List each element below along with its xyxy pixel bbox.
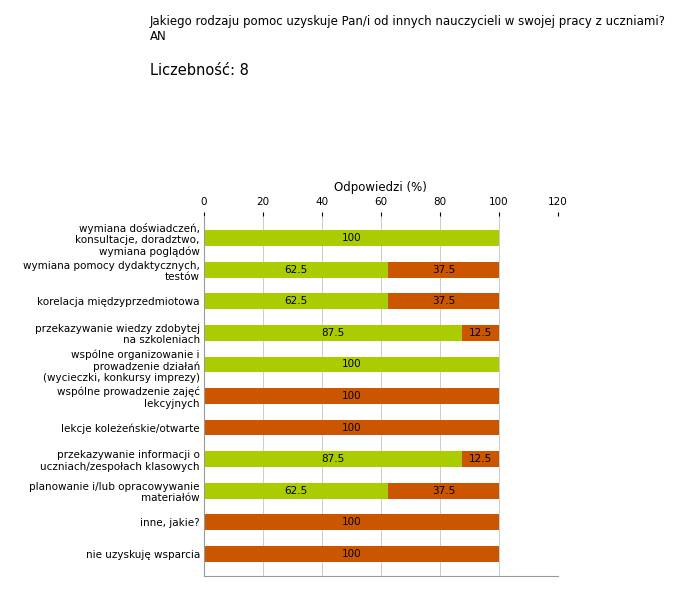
Text: 37.5: 37.5 [432, 265, 455, 275]
Bar [462, 451, 498, 467]
Bar [462, 325, 498, 341]
Bar [204, 356, 498, 373]
Text: 62.5: 62.5 [284, 265, 308, 275]
Text: 62.5: 62.5 [284, 486, 308, 496]
Bar [204, 483, 388, 499]
Text: 100: 100 [341, 517, 361, 527]
Text: 100: 100 [341, 391, 361, 401]
Text: 100: 100 [341, 549, 361, 559]
Text: 100: 100 [341, 359, 361, 370]
Bar [388, 262, 498, 278]
Bar [388, 293, 498, 309]
Bar [204, 262, 388, 278]
Text: Liczebność: 8: Liczebność: 8 [150, 63, 248, 78]
Bar [204, 546, 498, 562]
Bar [388, 483, 498, 499]
Text: 37.5: 37.5 [432, 486, 455, 496]
Text: 87.5: 87.5 [321, 454, 345, 464]
Text: 37.5: 37.5 [432, 296, 455, 306]
Text: 100: 100 [341, 422, 361, 433]
Text: 100: 100 [341, 233, 361, 243]
Bar [204, 451, 462, 467]
Text: 62.5: 62.5 [284, 296, 308, 306]
Bar [204, 514, 498, 530]
Bar [204, 388, 498, 404]
Text: 12.5: 12.5 [469, 454, 492, 464]
Text: 12.5: 12.5 [469, 328, 492, 338]
Bar [204, 325, 462, 341]
Text: 87.5: 87.5 [321, 328, 345, 338]
Bar [204, 230, 498, 246]
X-axis label: Odpowiedzi (%): Odpowiedzi (%) [335, 181, 427, 194]
Text: Jakiego rodzaju pomoc uzyskuje Pan/i od innych nauczycieli w swojej pracy z uczn: Jakiego rodzaju pomoc uzyskuje Pan/i od … [150, 15, 666, 43]
Bar [204, 419, 498, 436]
Bar [204, 293, 388, 309]
